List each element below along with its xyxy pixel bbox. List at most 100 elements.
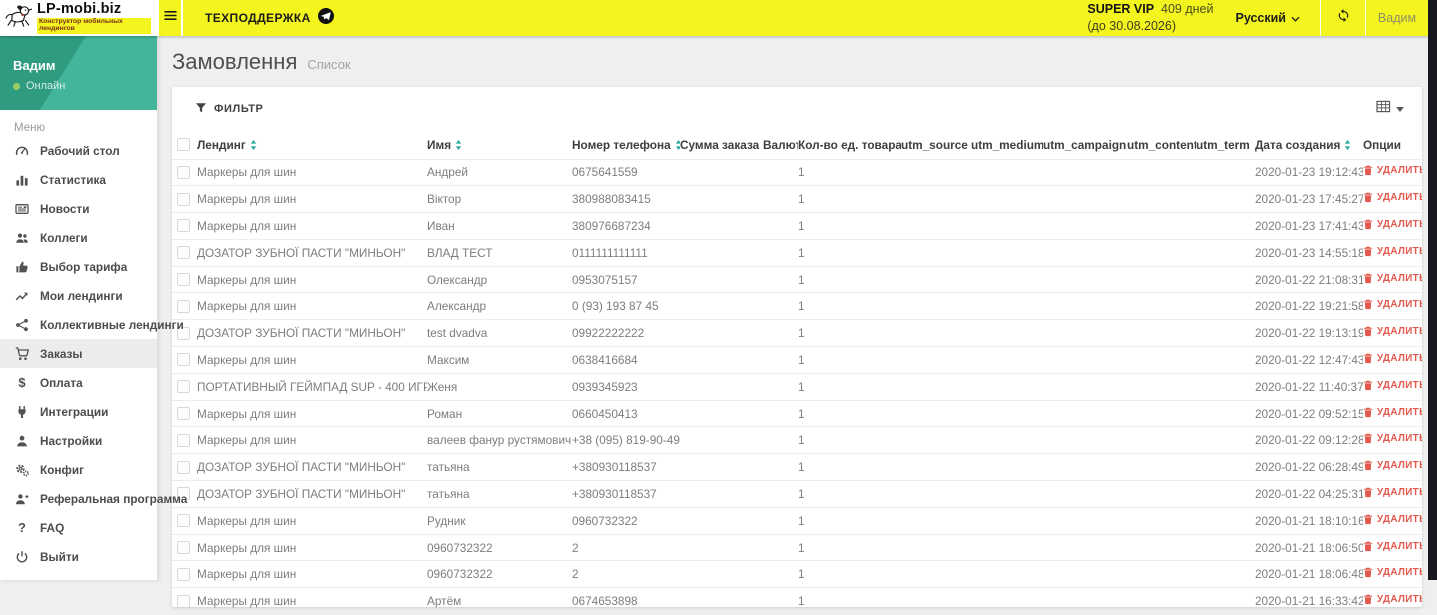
row-checkbox[interactable] <box>177 299 190 313</box>
sidebar-item-news[interactable]: Новости <box>0 194 157 223</box>
sidebar-item-dashboard[interactable]: Рабочий стол <box>0 136 157 165</box>
cell-landing: Маркеры для шин <box>197 212 427 240</box>
row-checkbox[interactable] <box>177 567 190 581</box>
sidebar-item-my-landings[interactable]: Мои лендинги <box>0 281 157 310</box>
delete-order-button[interactable]: УДАЛИТЬ <box>1363 594 1422 605</box>
cell-utm_campaign <box>1043 238 1127 267</box>
column-header-phone[interactable]: Номер телефона <box>572 131 680 159</box>
sidebar-item-logout[interactable]: Выйти <box>0 542 157 571</box>
delete-order-button[interactable]: УДАЛИТЬ <box>1363 192 1422 203</box>
row-checkbox[interactable] <box>177 219 190 233</box>
delete-order-button[interactable]: УДАЛИТЬ <box>1363 299 1422 310</box>
row-checkbox[interactable] <box>177 514 190 528</box>
cell-utm_content <box>1127 346 1196 374</box>
column-label: utm_campaign <box>1043 137 1127 152</box>
row-checkbox[interactable] <box>177 433 190 447</box>
delete-order-button[interactable]: УДАЛИТЬ <box>1363 460 1422 471</box>
cell-utm_source <box>901 533 971 561</box>
cell-utm_campaign <box>1043 265 1127 293</box>
delete-order-button[interactable]: УДАЛИТЬ <box>1363 273 1422 284</box>
delete-order-button[interactable]: УДАЛИТЬ <box>1363 246 1422 257</box>
sidebar-item-statistics[interactable]: Статистика <box>0 165 157 194</box>
delete-order-button[interactable]: УДАЛИТЬ <box>1363 326 1422 337</box>
cell-qty: 1 <box>798 238 901 267</box>
select-all-checkbox[interactable] <box>177 138 190 152</box>
row-checkbox[interactable] <box>177 541 190 555</box>
row-checkbox[interactable] <box>177 407 190 421</box>
sidebar-item-label: Настройки <box>40 433 103 448</box>
tech-support-button[interactable]: ТЕХПОДДЕРЖКА <box>183 0 352 36</box>
row-checkbox[interactable] <box>177 487 190 501</box>
row-checkbox[interactable] <box>177 326 190 340</box>
delete-label: УДАЛИТЬ <box>1377 460 1422 472</box>
delete-order-button[interactable]: УДАЛИТЬ <box>1363 514 1422 525</box>
window-scrollbar[interactable] <box>1428 0 1437 580</box>
cell-phone: 0675641559 <box>572 158 680 186</box>
sidebar-item-config[interactable]: Конфиг <box>0 455 157 484</box>
delete-label: УДАЛИТЬ <box>1377 245 1422 257</box>
column-header-landing[interactable]: Лендинг <box>197 131 427 159</box>
column-header-name[interactable]: Имя <box>427 131 572 159</box>
cell-created: 2020-01-21 16:33:42 <box>1255 587 1363 615</box>
column-label: Сумма заказа <box>680 137 760 152</box>
sidebar-item-orders[interactable]: Заказы <box>0 339 157 368</box>
sidebar-item-faq[interactable]: ? FAQ <box>0 513 157 542</box>
cell-order_sum <box>680 399 763 427</box>
sidebar-item-collective-landings[interactable]: Коллективные лендинги <box>0 310 184 339</box>
cell-utm_term <box>1196 265 1255 293</box>
cell-utm_content <box>1127 185 1196 213</box>
cell-utm_campaign <box>1043 480 1127 508</box>
delete-order-button[interactable]: УДАЛИТЬ <box>1363 353 1422 364</box>
refresh-button[interactable] <box>1321 0 1365 36</box>
cell-order_sum <box>680 480 763 508</box>
column-header-order_sum: Сумма заказа <box>680 131 763 159</box>
delete-order-button[interactable]: УДАЛИТЬ <box>1363 219 1422 230</box>
logo[interactable]: LP-mobi.biz Конструктор мобильных лендин… <box>0 0 157 36</box>
column-header-created[interactable]: Дата создания <box>1255 131 1363 159</box>
delete-label: УДАЛИТЬ <box>1377 218 1422 230</box>
row-checkbox[interactable] <box>177 273 190 287</box>
column-settings-button[interactable] <box>1376 100 1404 118</box>
cell-name: татьяна <box>427 480 572 508</box>
row-checkbox[interactable] <box>177 246 190 260</box>
telegram-icon <box>317 7 334 29</box>
delete-order-button[interactable]: УДАЛИТЬ <box>1363 433 1422 444</box>
delete-order-button[interactable]: УДАЛИТЬ <box>1363 487 1422 498</box>
row-checkbox[interactable] <box>177 594 190 608</box>
sidebar-item-colleagues[interactable]: Коллеги <box>0 223 157 252</box>
row-checkbox[interactable] <box>177 380 190 394</box>
sidebar-item-label: Заказы <box>40 346 83 361</box>
row-checkbox[interactable] <box>177 353 190 367</box>
delete-order-button[interactable]: УДАЛИТЬ <box>1363 407 1422 418</box>
delete-order-button[interactable]: УДАЛИТЬ <box>1363 541 1422 552</box>
cell-name: 0960732322 <box>427 560 572 588</box>
delete-order-button[interactable]: УДАЛИТЬ <box>1363 380 1422 391</box>
table-row: Маркеры для шин Рудник 0960732322 1 2020-01-… <box>172 506 1422 535</box>
delete-label: УДАЛИТЬ <box>1377 352 1422 364</box>
column-label: Опции <box>1363 137 1402 152</box>
column-label: Имя <box>427 137 452 152</box>
delete-label: УДАЛИТЬ <box>1377 379 1422 391</box>
filter-button[interactable]: ФИЛЬТР <box>195 102 263 117</box>
sidebar-user-name: Вадим <box>13 58 56 73</box>
cell-phone: 0674653898 <box>572 587 680 615</box>
plan-days: 409 дней <box>1161 2 1214 17</box>
account-menu-button[interactable]: Вадим <box>1377 11 1417 25</box>
cell-landing: ДОЗАТОР ЗУБНОЇ ПАСТИ "МИНЬОН" <box>197 453 427 481</box>
sidebar-item-integrations[interactable]: Интеграции <box>0 397 157 426</box>
row-checkbox[interactable] <box>177 460 190 474</box>
delete-order-button[interactable]: УДАЛИТЬ <box>1363 567 1422 578</box>
row-checkbox[interactable] <box>177 192 190 206</box>
delete-order-button[interactable]: УДАЛИТЬ <box>1363 165 1422 176</box>
cell-utm_campaign <box>1043 426 1127 454</box>
sidebar-item-payment[interactable]: $ Оплата <box>0 368 157 397</box>
sidebar-toggle-button[interactable] <box>157 0 183 36</box>
language-selector[interactable]: Русский <box>1229 0 1320 36</box>
sidebar-item-referral[interactable]: Реферальная программа <box>0 484 187 513</box>
sidebar-item-tariff[interactable]: Выбор тарифа <box>0 252 157 281</box>
row-checkbox[interactable] <box>177 165 190 179</box>
cell-name: Максим <box>427 346 572 374</box>
delete-label: УДАЛИТЬ <box>1377 540 1422 552</box>
sidebar-item-settings[interactable]: Настройки <box>0 426 157 455</box>
cell-phone: 2 <box>572 560 680 588</box>
